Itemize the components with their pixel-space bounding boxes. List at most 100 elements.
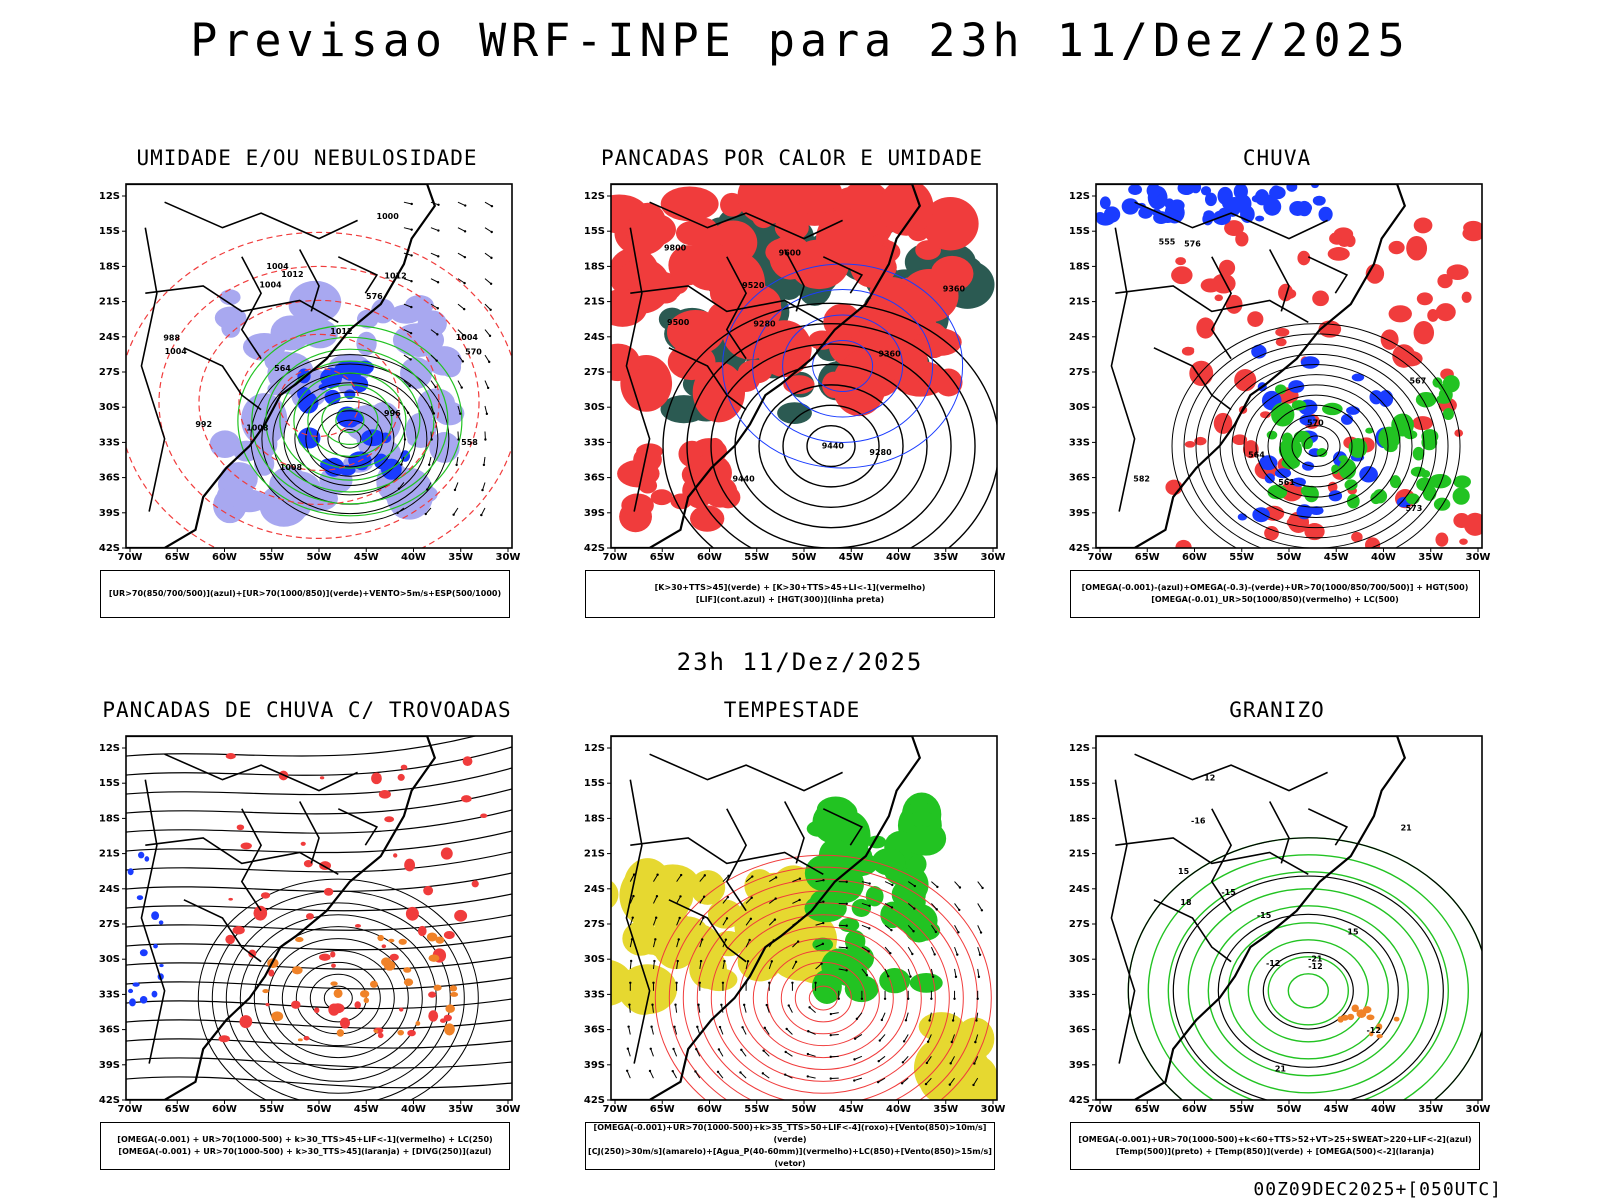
- contour-label: 576: [366, 292, 383, 301]
- wind-arrow: [762, 1072, 770, 1079]
- wind-arrow: [740, 1049, 747, 1057]
- arrow-head: [410, 305, 413, 309]
- arrow-head: [924, 1082, 928, 1086]
- wind-arrow: [430, 278, 439, 283]
- field-blob: [330, 981, 338, 986]
- lon-label: 70W: [1088, 1104, 1113, 1115]
- arrow-head: [853, 1058, 856, 1061]
- state-border: [1110, 779, 1136, 1064]
- wind-arrow: [973, 1056, 979, 1064]
- contour-label: 15: [1347, 928, 1359, 937]
- field-blob: [818, 838, 851, 871]
- field-blob: [1291, 477, 1306, 487]
- field-blob: [638, 477, 658, 494]
- field-blob: [611, 880, 619, 908]
- field-blob: [1213, 412, 1233, 434]
- field-blob: [611, 343, 641, 382]
- legend-line: [K>30+TTS>45](verde) + [K>30+TTS>45+LI<-…: [654, 583, 926, 592]
- field-blob: [1348, 437, 1368, 458]
- lon-label: 35W: [1418, 1104, 1443, 1115]
- lon-label: 45W: [354, 552, 379, 563]
- contour-line: [327, 419, 373, 458]
- arrow-head: [432, 412, 436, 415]
- lat-label: 33S: [584, 437, 605, 448]
- lat-label: 21S: [1069, 297, 1090, 308]
- wind-arrow: [652, 960, 655, 970]
- contour-label: 555: [1159, 237, 1176, 246]
- arrow-head: [739, 1071, 742, 1074]
- legend-line: [UR>70(850/700/500)](azul)+[UR>70(1000/8…: [108, 589, 502, 598]
- lat-label: 39S: [1069, 1060, 1090, 1071]
- lat-label: 36S: [584, 473, 605, 484]
- wind-arrow: [745, 918, 752, 926]
- lon-label: 35W: [1418, 552, 1443, 563]
- arrow-head: [436, 307, 439, 310]
- lon-label: 35W: [448, 1104, 473, 1115]
- field-blob: [1121, 198, 1139, 215]
- wind-arrow: [884, 968, 889, 977]
- field-blob: [633, 447, 662, 473]
- field-blob: [1412, 446, 1425, 461]
- wind-arrow: [484, 278, 492, 285]
- field-blob: [1312, 290, 1329, 307]
- country-borders: [611, 736, 922, 1100]
- legend-line: [OMEGA(-0.01)_UR>50(1000/850)(vermelho) …: [1151, 595, 1399, 604]
- field-blob: [428, 991, 437, 998]
- country-borders: [126, 184, 437, 548]
- field-blob: [1232, 434, 1248, 446]
- map-pancadas-calor: 9600 9800 9520 9500 9440 9440 9360 9360 9280 9280…: [584, 183, 1005, 563]
- lat-label: 21S: [1069, 849, 1090, 860]
- field-blob: [1263, 197, 1282, 216]
- field-blob: [611, 960, 633, 1006]
- streamline: [126, 809, 512, 834]
- wind-arrow: [430, 252, 439, 257]
- coastline: [126, 184, 437, 548]
- streamline: [126, 1057, 512, 1069]
- field-blob: [461, 795, 472, 803]
- wind-arrow: [676, 917, 681, 926]
- arrow-head: [674, 1003, 677, 1006]
- arrow-head: [845, 902, 848, 905]
- main-title: Previsao WRF-INPE para 23h 11/Dez/2025: [190, 14, 1410, 67]
- field-blob: [1461, 291, 1472, 303]
- field-blob: [378, 790, 391, 799]
- field-blob: [228, 897, 233, 901]
- wind-arrow: [457, 354, 464, 362]
- wind-arrow: [699, 917, 704, 926]
- arrow-head: [926, 1040, 930, 1043]
- field-blob: [667, 274, 689, 295]
- field-blob: [1347, 1013, 1355, 1021]
- field-blob: [151, 911, 160, 920]
- field-blob: [1146, 184, 1161, 199]
- wind-arrow: [652, 939, 656, 948]
- field-blob: [384, 816, 395, 823]
- wind-arrow: [403, 431, 406, 440]
- contour-line: [782, 314, 904, 418]
- wind-arrow: [952, 1012, 956, 1021]
- panel-granizo: GRANIZO -21 21 -16 21 -12 12 15 -15 15 -12 18 -15 -1…: [1062, 698, 1562, 1178]
- wind-arrow: [974, 1034, 979, 1043]
- contour-label: 21: [1275, 1065, 1287, 1074]
- wind-arrow: [788, 1005, 793, 1013]
- field-blob: [260, 892, 271, 899]
- wind-arrow: [675, 1004, 678, 1013]
- lon-label: 60W: [212, 552, 237, 563]
- wind-arrow: [629, 960, 632, 970]
- contour-line: [1171, 323, 1461, 548]
- contour-line: [724, 914, 922, 1082]
- field-blob: [1288, 380, 1305, 393]
- arrow-head: [437, 203, 440, 206]
- wind-arrow: [403, 405, 409, 414]
- state-border: [298, 249, 320, 312]
- arrow-head: [936, 885, 939, 889]
- field-blob: [373, 1029, 379, 1034]
- field-blob: [323, 887, 334, 896]
- field-blob: [397, 773, 405, 781]
- lat-label: 39S: [99, 508, 120, 519]
- legend-box: [OMEGA(-0.001)-(azul)+OMEGA(-0.3)-(verde…: [1070, 570, 1480, 618]
- field-blob: [333, 988, 343, 998]
- wind-arrow: [400, 456, 405, 465]
- field-blob: [265, 1002, 270, 1007]
- arrow-head: [626, 1047, 630, 1050]
